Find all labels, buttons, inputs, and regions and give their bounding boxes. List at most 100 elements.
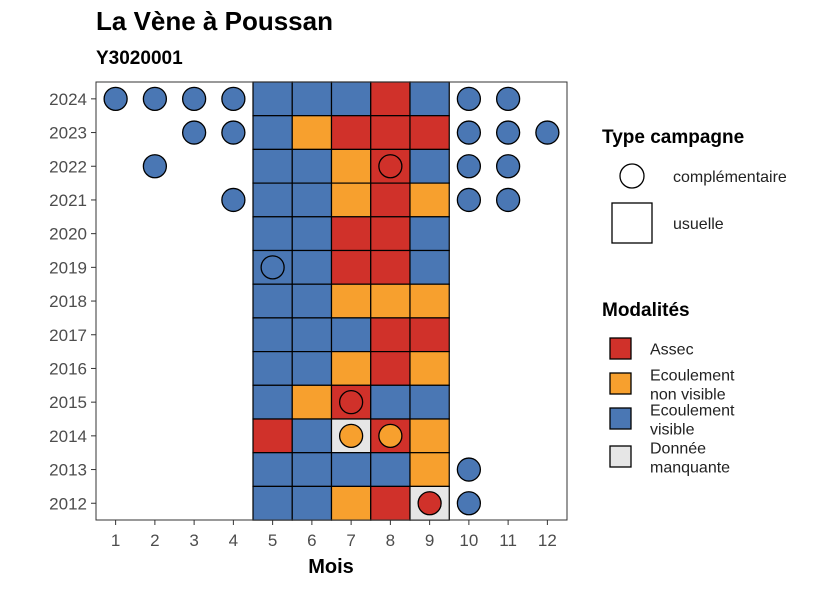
tile-2017-9 — [409, 317, 450, 353]
tile-2018-8 — [370, 283, 411, 319]
point-2024-2 — [142, 86, 168, 111]
tile-2013-5 — [252, 452, 293, 488]
y-tick-label: 2017 — [49, 326, 87, 345]
x-axis-label: Mois — [308, 556, 354, 578]
tile-2023-7 — [330, 115, 372, 150]
tile-2020-7 — [330, 216, 372, 252]
tile-2013-9 — [409, 452, 450, 488]
point-2021-11 — [495, 187, 521, 213]
legend-modalites-title: Modalités — [602, 300, 690, 321]
y-tick-label: 2014 — [49, 427, 87, 446]
tile-2017-8 — [370, 317, 411, 353]
tile-2014-9 — [409, 418, 450, 454]
tile-2020-6 — [291, 216, 333, 252]
point-2014-8 — [378, 423, 403, 449]
x-tick-label: 5 — [268, 531, 277, 550]
complementaire-points — [103, 86, 560, 516]
tile-2012-8 — [370, 485, 411, 521]
tile-2021-9 — [409, 182, 450, 218]
point-2024-10 — [456, 86, 482, 111]
chart-title: La Vène à Poussan — [96, 6, 333, 36]
legend-type-title: Type campagne — [602, 127, 744, 148]
x-tick-label: 2 — [150, 531, 159, 550]
legend-circle-key — [619, 163, 645, 189]
tile-2023-9 — [409, 115, 450, 150]
legend-swatch — [609, 407, 632, 430]
point-2024-11 — [495, 86, 521, 111]
tile-2018-6 — [291, 283, 333, 319]
point-2024-1 — [103, 86, 128, 111]
tile-2021-8 — [370, 182, 411, 218]
tile-2019-9 — [409, 249, 450, 285]
usuelle-tiles — [252, 81, 450, 521]
tile-2016-8 — [370, 351, 411, 386]
x-tick-label: 4 — [229, 531, 238, 550]
tile-2015-8 — [370, 384, 411, 420]
point-2013-10 — [456, 457, 482, 482]
point-2022-11 — [495, 154, 521, 179]
tile-2020-8 — [370, 216, 411, 252]
legend-label: Ecoulement — [650, 368, 735, 385]
tile-2016-5 — [252, 351, 293, 386]
y-tick-label: 2019 — [49, 258, 87, 277]
tile-2020-9 — [409, 216, 450, 252]
tile-2012-7 — [330, 485, 372, 521]
point-2023-3 — [181, 120, 207, 145]
y-tick-label: 2024 — [49, 90, 87, 109]
point-2012-9 — [417, 491, 442, 516]
tile-2018-9 — [409, 283, 450, 319]
tile-2013-7 — [330, 452, 372, 488]
tile-2017-5 — [252, 317, 293, 353]
tile-2024-6 — [291, 81, 333, 117]
point-2024-4 — [221, 86, 246, 111]
legend-type-campagne: Type campagne complémentaire usuelle — [602, 127, 787, 244]
tile-2018-7 — [330, 283, 372, 319]
legend-swatch — [609, 337, 632, 360]
y-tick-label: 2012 — [49, 494, 87, 513]
y-tick-label: 2015 — [49, 393, 87, 412]
tile-2016-6 — [291, 351, 333, 386]
x-tick-label: 12 — [538, 531, 557, 550]
point-2024-3 — [181, 86, 207, 111]
tile-2022-5 — [252, 148, 293, 184]
legend-swatch — [609, 445, 632, 468]
tile-2015-9 — [409, 384, 450, 420]
point-2021-4 — [221, 187, 246, 213]
x-tick-label: 11 — [499, 531, 517, 550]
x-tick-label: 7 — [346, 531, 355, 550]
tile-2017-7 — [330, 317, 372, 353]
tile-2024-5 — [252, 81, 293, 117]
point-2023-11 — [495, 120, 521, 145]
y-tick-label: 2016 — [49, 359, 87, 378]
point-2022-2 — [142, 154, 168, 179]
tile-2012-6 — [291, 485, 333, 521]
tile-2020-5 — [252, 216, 293, 252]
tile-2019-8 — [370, 249, 411, 285]
tile-2016-7 — [330, 351, 372, 386]
x-tick-label: 8 — [386, 531, 395, 550]
point-2023-12 — [535, 120, 560, 145]
y-tick-label: 2020 — [49, 225, 87, 244]
point-2019-5 — [260, 255, 285, 280]
point-2023-10 — [456, 120, 482, 145]
tile-2015-6 — [291, 384, 333, 420]
tile-2023-5 — [252, 115, 293, 150]
point-2021-10 — [456, 187, 482, 213]
legend-complementaire-label: complémentaire — [673, 169, 787, 186]
tile-2013-6 — [291, 452, 333, 488]
tile-2019-6 — [291, 249, 333, 285]
y-tick-label: 2021 — [49, 191, 87, 210]
legend-label: Donnée — [650, 441, 706, 458]
tile-2021-5 — [252, 182, 293, 218]
point-2022-8 — [378, 154, 403, 179]
legend-label: manquante — [650, 460, 730, 477]
legend-label: visible — [650, 422, 695, 439]
tile-2014-5 — [252, 418, 293, 454]
x-tick-label: 1 — [111, 531, 120, 550]
tile-2021-6 — [291, 182, 333, 218]
x-tick-label: 9 — [425, 531, 434, 550]
tile-2012-5 — [252, 485, 293, 521]
legend-square-key — [611, 202, 653, 244]
